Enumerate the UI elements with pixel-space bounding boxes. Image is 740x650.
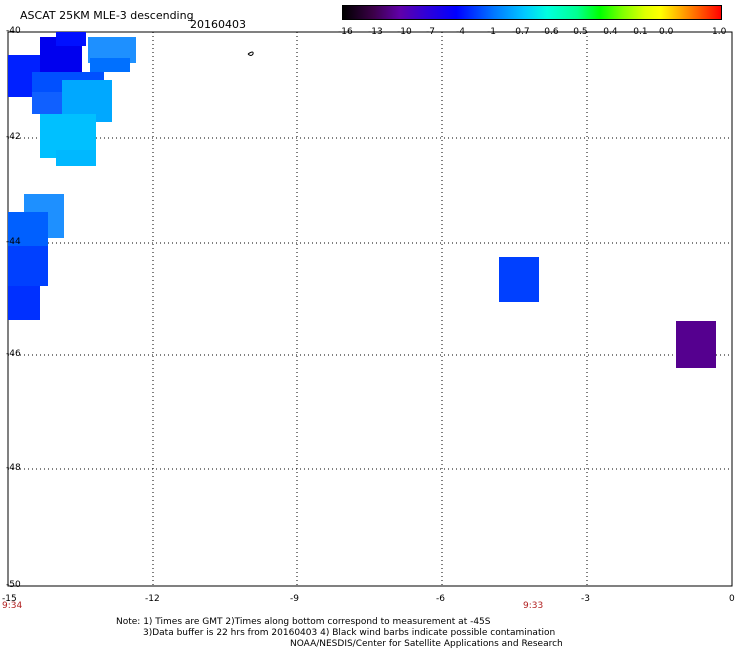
note-line: 3)Data buffer is 22 hrs from 20160403 4)… — [143, 628, 556, 638]
y-tick-label: -42 — [6, 132, 21, 142]
y-tick-label: -50 — [6, 580, 21, 590]
wind-barb-icon — [247, 51, 254, 56]
wind-cell — [32, 92, 62, 114]
wind-cell — [56, 150, 96, 166]
colorbar — [342, 5, 722, 20]
x-tick-label: 0 — [729, 594, 735, 604]
wind-cell — [499, 257, 539, 302]
x-tick-label: -3 — [581, 594, 590, 604]
note-line: NOAA/NESDIS/Center for Satellite Applica… — [290, 639, 563, 649]
y-tick-label: -46 — [6, 349, 21, 359]
plot-frame — [7, 31, 733, 587]
wind-cells — [8, 32, 716, 368]
x-tick-label: -9 — [290, 594, 299, 604]
graticule — [8, 32, 732, 586]
wind-cell — [56, 32, 86, 46]
map-date: 20160403 — [190, 18, 246, 31]
map-title: ASCAT 25KM MLE-3 descending — [20, 9, 194, 22]
wind-cell — [8, 212, 48, 246]
note-line: Note: 1) Times are GMT 2)Times along bot… — [116, 617, 491, 627]
y-tick-label: -44 — [6, 237, 21, 247]
y-tick-label: -48 — [6, 463, 21, 473]
wind-cell — [676, 321, 716, 368]
wind-cell — [90, 58, 130, 72]
x-tick-label: -6 — [436, 594, 445, 604]
y-tick-label: -40 — [6, 26, 21, 36]
x-tick-label: -12 — [145, 594, 160, 604]
time-label: 9:33 — [523, 601, 544, 611]
x-tick-label: -15 — [2, 594, 17, 604]
wind-cell — [8, 286, 40, 320]
time-label: 9:34 — [2, 601, 23, 611]
wind-cell — [8, 246, 48, 286]
